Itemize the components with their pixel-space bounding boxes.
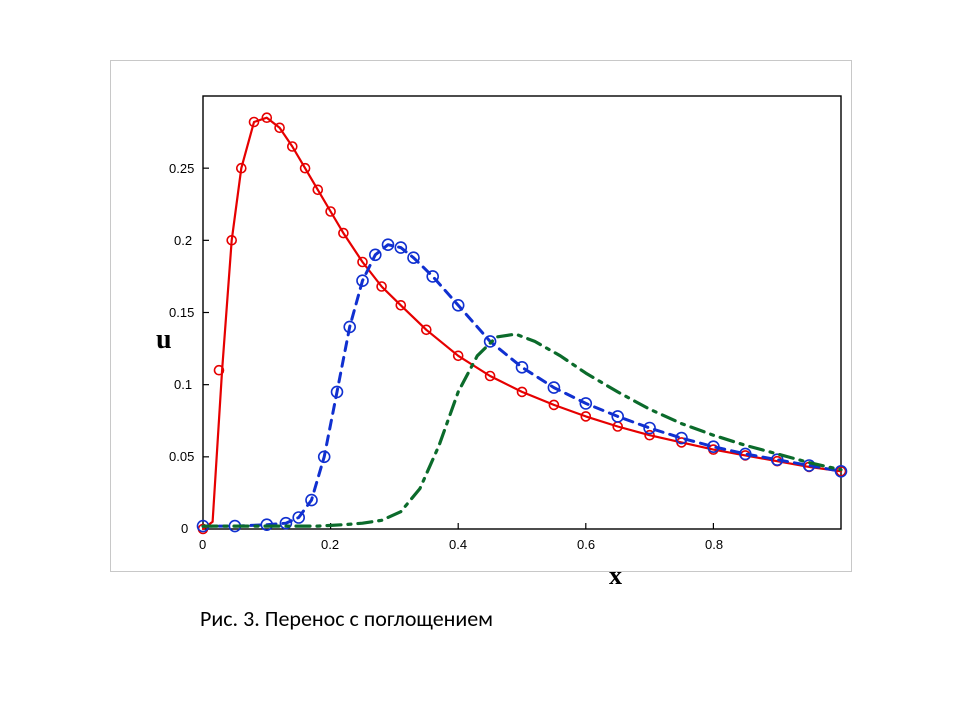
y-tick-2: 0.1 bbox=[174, 377, 192, 392]
x-tick-0: 0 bbox=[199, 537, 206, 552]
x-tick-2: 0.4 bbox=[449, 537, 467, 552]
figure-caption: Рис. 3. Перенос с поглощением bbox=[200, 605, 493, 632]
y-tick-0: 0 bbox=[181, 521, 188, 536]
x-tick-1: 0.2 bbox=[321, 537, 339, 552]
chart-svg bbox=[111, 61, 851, 571]
y-tick-4: 0.2 bbox=[174, 233, 192, 248]
y-tick-3: 0.15 bbox=[169, 305, 194, 320]
x-tick-3: 0.6 bbox=[577, 537, 595, 552]
y-tick-5: 0.25 bbox=[169, 161, 194, 176]
slide: u 0 0.05 0.1 0.15 0.2 0.25 0 0.2 0.4 0.6… bbox=[0, 0, 960, 720]
y-tick-1: 0.05 bbox=[169, 449, 194, 464]
x-tick-4: 0.8 bbox=[705, 537, 723, 552]
x-axis-label: x bbox=[609, 561, 622, 591]
chart-container: u 0 0.05 0.1 0.15 0.2 0.25 0 0.2 0.4 0.6… bbox=[110, 60, 852, 572]
y-axis-label: u bbox=[156, 324, 172, 356]
